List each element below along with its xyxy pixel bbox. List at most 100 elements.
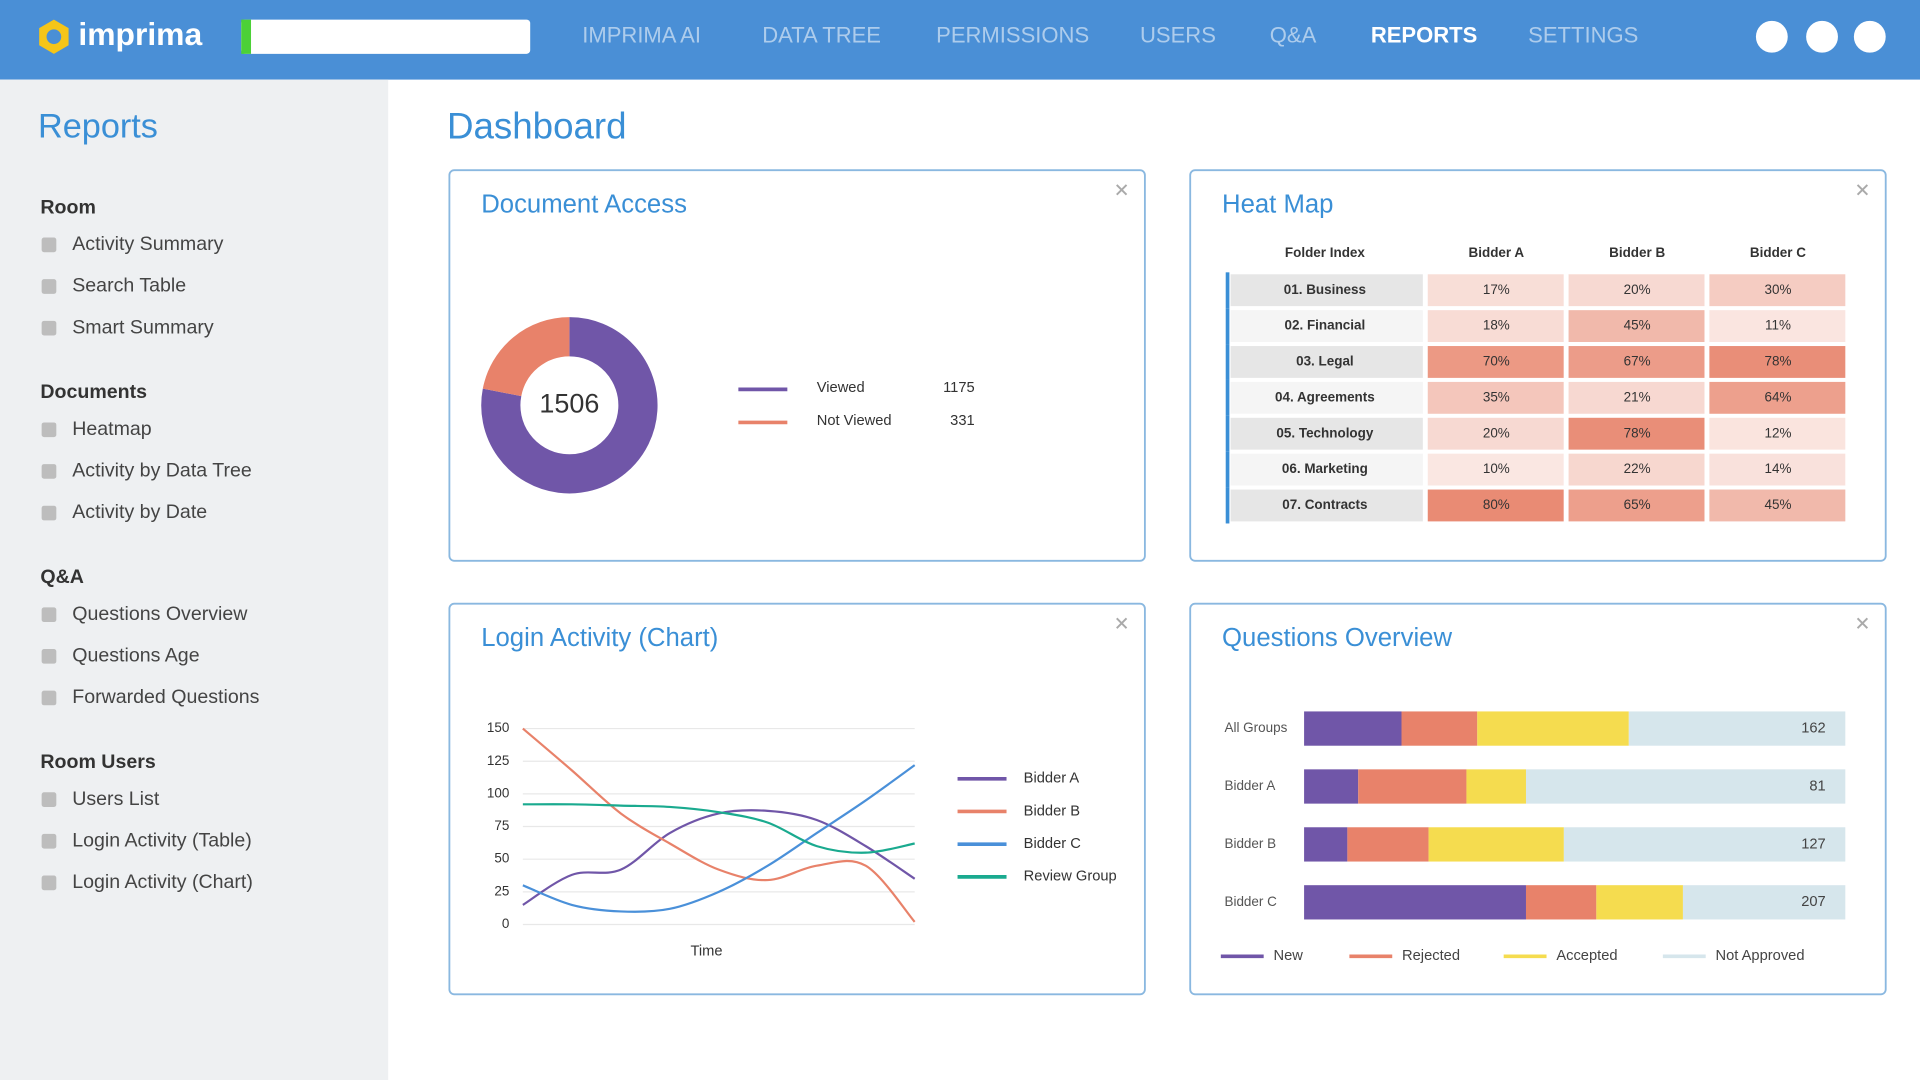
y-tick-label: 0 [502, 916, 509, 931]
legend-label: Not Viewed [817, 413, 892, 429]
bar-total: 127 [1801, 836, 1826, 852]
heat-cell-label: 10% [1483, 461, 1510, 476]
x-axis-label: Time [690, 943, 722, 959]
y-tick-label: 75 [494, 818, 509, 833]
sidebar-bullet [41, 505, 57, 521]
heat-cell [1568, 489, 1705, 522]
sidebar-link[interactable]: Forwarded Questions [72, 686, 259, 708]
legend-label: Accepted [1556, 948, 1617, 964]
heat-cell [1568, 274, 1705, 307]
sidebar-link[interactable]: Activity Summary [72, 233, 223, 255]
nav-icon[interactable] [1853, 20, 1886, 53]
legend-label: Review Group [1024, 869, 1117, 885]
heat-cell-bg [1427, 381, 1564, 414]
close-button[interactable] [1116, 617, 1128, 629]
heat-cell [1568, 453, 1705, 486]
row-label: 02. Financial [1285, 318, 1366, 333]
heat-cell-label: 14% [1764, 461, 1791, 476]
category-label: Bidder C [1224, 894, 1277, 909]
heat-cell-label: 35% [1483, 389, 1510, 404]
close-button[interactable] [1116, 184, 1128, 196]
search-bar[interactable] [241, 19, 531, 54]
column-header: Bidder C [1750, 245, 1806, 260]
row-marker [1225, 272, 1230, 309]
sidebar-link[interactable]: Search Table [72, 275, 186, 297]
donut-segment [482, 317, 571, 397]
sidebar-link[interactable]: Users List [72, 788, 160, 810]
line-series [522, 809, 916, 906]
sidebar-link[interactable]: Login Activity (Chart) [72, 871, 253, 893]
heat-cell-label: 20% [1624, 282, 1651, 297]
heat-cell [1568, 346, 1705, 378]
bar-segment [1304, 769, 1359, 804]
search-accent [241, 19, 252, 54]
nav-icon[interactable] [1755, 20, 1788, 53]
bar-segment [1304, 827, 1348, 862]
bar-segment [1347, 827, 1429, 862]
sidebar-bullet [41, 607, 57, 623]
row-marker [1225, 415, 1230, 452]
widget-card [448, 602, 1146, 996]
bar-segment [1682, 885, 1846, 920]
category-label: Bidder A [1224, 778, 1275, 793]
row-label-cell [1230, 346, 1423, 378]
row-marker [1225, 379, 1230, 416]
nav-item[interactable]: Q&A [1270, 23, 1317, 48]
bar-segment [1563, 827, 1846, 862]
sidebar-title: Reports [38, 108, 158, 146]
heat-cell-label: 18% [1483, 318, 1510, 333]
y-tick-label: 25 [494, 883, 509, 898]
heat-cell [1709, 453, 1846, 486]
nav-icon[interactable] [1806, 20, 1838, 53]
row-label-cell [1230, 453, 1423, 486]
logo-text[interactable]: imprima [78, 16, 202, 52]
close-button[interactable] [1856, 617, 1869, 629]
line-series [522, 764, 916, 913]
sidebar-link[interactable]: Questions Age [72, 644, 199, 666]
nav-item[interactable]: DATA TREE [762, 23, 881, 48]
nav-item[interactable]: IMPRIMA AI [582, 23, 701, 48]
bar-total: 207 [1801, 894, 1826, 910]
row-label: 04. Agreements [1275, 389, 1375, 404]
nav-item[interactable]: SETTINGS [1528, 23, 1638, 48]
heat-cell-bg [1427, 417, 1564, 450]
heat-cell [1427, 381, 1564, 414]
heat-cell [1709, 346, 1846, 378]
donut-total: 1506 [539, 388, 599, 418]
close-button[interactable] [1856, 184, 1869, 196]
column-header: Bidder B [1609, 245, 1665, 260]
page-title: Dashboard [447, 105, 627, 146]
sidebar-heading: Room [40, 196, 95, 218]
row-label-cell [1230, 274, 1423, 307]
heat-cell [1427, 453, 1564, 486]
sidebar-link[interactable]: Heatmap [72, 418, 152, 440]
sidebar-link[interactable]: Smart Summary [72, 316, 214, 338]
heat-cell-label: 80% [1483, 497, 1510, 512]
legend-label: Rejected [1402, 948, 1460, 964]
heat-cell [1709, 310, 1846, 342]
heat-cell [1709, 274, 1846, 307]
heat-cell [1709, 417, 1846, 450]
widget-card [448, 169, 1146, 562]
sidebar-link[interactable]: Questions Overview [72, 603, 248, 625]
nav-item[interactable]: PERMISSIONS [936, 23, 1089, 48]
heat-cell-label: 45% [1764, 497, 1791, 512]
nav-item[interactable]: REPORTS [1371, 23, 1478, 48]
heat-cell-label: 65% [1624, 497, 1651, 512]
nav-item[interactable]: USERS [1140, 23, 1216, 48]
sidebar-link[interactable]: Activity by Date [72, 501, 207, 523]
sidebar-link[interactable]: Activity by Data Tree [72, 460, 252, 482]
heat-cell-label: 45% [1624, 318, 1651, 333]
heat-cell-bg [1427, 453, 1564, 486]
widget-title: Document Access [481, 191, 687, 219]
sidebar-link[interactable]: Login Activity (Table) [72, 829, 252, 851]
row-marker [1225, 451, 1230, 488]
widget-title: Heat Map [1222, 191, 1333, 219]
sidebar-bullet [41, 648, 57, 664]
sidebar-bullet [41, 320, 57, 336]
heat-cell-bg [1709, 310, 1846, 342]
logo-icon-hole [46, 29, 62, 45]
heat-cell-label: 11% [1765, 318, 1791, 333]
heat-cell-label: 70% [1483, 354, 1510, 369]
bar-segment [1358, 769, 1467, 804]
